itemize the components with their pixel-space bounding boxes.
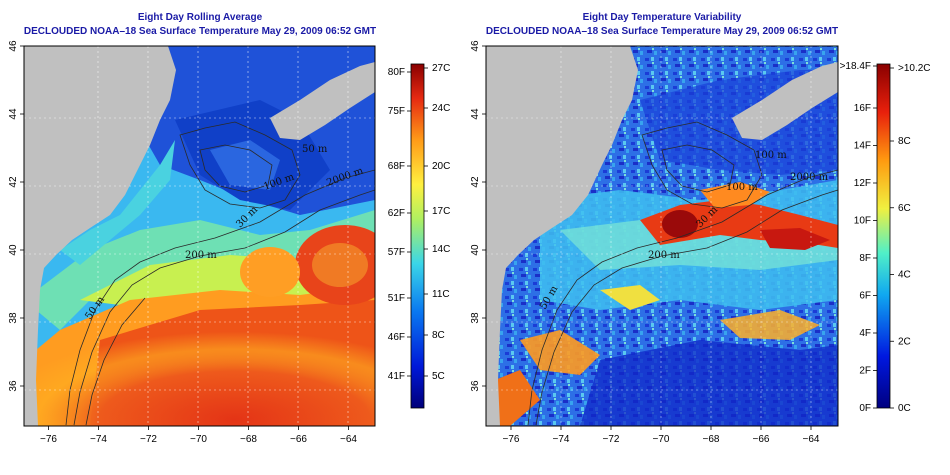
left-title-line2: DECLOUDED NOAA–18 Sea Surface Temperatur…	[24, 26, 376, 37]
right-title-line2: DECLOUDED NOAA–18 Sea Surface Temperatur…	[486, 26, 838, 37]
cb-label-f: 75F	[388, 106, 405, 117]
land-mass	[24, 46, 176, 426]
sst-variability-map	[486, 46, 838, 426]
lon-tick-label: −74	[553, 434, 570, 445]
cb-label-c: 20C	[432, 161, 450, 172]
cb-label-c: 11C	[432, 289, 450, 300]
lon-tick-label: −64	[340, 434, 357, 445]
contour-label: 200 m	[648, 250, 680, 261]
sst-average-map	[24, 46, 375, 426]
cb-label-f: 62F	[388, 208, 405, 219]
cb-label-f: 68F	[388, 161, 405, 172]
cb-label-c: 14C	[432, 244, 450, 255]
cb-label-c: 27C	[432, 63, 450, 74]
land-mass	[486, 46, 638, 426]
contour-label: 2000 m	[790, 172, 829, 183]
cb-label-f: 12F	[854, 178, 871, 189]
lat-tick-label: 46	[470, 40, 481, 52]
cb-label-f: 10F	[854, 216, 871, 227]
cb-label-f: 57F	[388, 247, 405, 258]
cb-label-f: >18.4F	[840, 61, 871, 72]
left-title-line1: Eight Day Rolling Average	[138, 12, 263, 23]
contour-label: 100 m	[755, 150, 787, 161]
lon-tick-label: −76	[503, 434, 520, 445]
cb-label-f: 0F	[859, 403, 871, 414]
contour-label: 100 m	[726, 182, 758, 193]
lon-tick-label: −64	[803, 434, 820, 445]
left-map-frame	[23, 45, 376, 427]
cb-label-f: 8F	[859, 253, 871, 264]
lat-tick-label: 40	[470, 244, 481, 256]
lat-tick-label: 38	[470, 312, 481, 324]
lat-tick-label: 42	[470, 176, 481, 188]
lat-tick-label: 40	[8, 244, 19, 256]
lat-tick-label: 36	[8, 380, 19, 392]
lon-tick-label: −70	[190, 434, 207, 445]
lat-tick-label: 46	[8, 40, 19, 52]
left-colorbar-labels: 80F 75F 68F 62F 57F 51F 46F 41F 27C 24C 20C 17C 14C 1…	[388, 63, 451, 382]
cb-label-f: 80F	[388, 67, 405, 78]
lon-tick-label: −74	[90, 434, 107, 445]
lon-tick-label: −76	[40, 434, 57, 445]
cb-label-c: 6C	[898, 203, 911, 214]
cb-label-f: 46F	[388, 332, 405, 343]
cb-label-f: 16F	[854, 103, 871, 114]
right-colorbar-labels: >18.4F 16F 14F 12F 10F 8F 6F 4F 2F 0F >10.2C 8C 6C 4C…	[840, 61, 931, 414]
lon-tick-label: −70	[653, 434, 670, 445]
lat-tick-label: 44	[8, 108, 19, 120]
cb-label-f: 41F	[388, 371, 405, 382]
cb-label-c: 0C	[898, 403, 911, 414]
cb-label-c: 4C	[898, 270, 911, 281]
lat-tick-label: 42	[8, 176, 19, 188]
lon-tick-label: −66	[753, 434, 770, 445]
cb-label-c: >10.2C	[898, 63, 931, 74]
lat-tick-label: 38	[8, 312, 19, 324]
temperature-colorbar	[410, 63, 425, 409]
cb-label-c: 17C	[432, 206, 450, 217]
lon-tick-label: −68	[703, 434, 720, 445]
cb-label-c: 24C	[432, 103, 450, 114]
contour-label: 200 m	[185, 250, 217, 261]
cb-label-c: 5C	[432, 371, 445, 382]
lat-tick-label: 36	[470, 380, 481, 392]
cb-label-f: 51F	[388, 293, 405, 304]
lon-tick-label: −68	[240, 434, 257, 445]
cb-label-f: 6F	[859, 291, 871, 302]
cb-label-c: 8C	[432, 330, 445, 341]
variability-colorbar	[876, 63, 891, 409]
cb-label-f: 4F	[859, 328, 871, 339]
right-map-frame	[485, 45, 839, 427]
right-title-line1: Eight Day Temperature Variability	[583, 12, 742, 23]
lat-tick-label: 44	[470, 108, 481, 120]
lon-tick-label: −72	[603, 434, 620, 445]
cb-label-f: 14F	[854, 141, 871, 152]
lon-tick-label: −66	[290, 434, 307, 445]
contour-label: 50 m	[302, 144, 328, 155]
cb-label-c: 2C	[898, 336, 911, 347]
right-axes: −76 −74 −72 −70 −68 −66 −64 46 44 42 40 38 36	[470, 40, 820, 445]
cb-label-f: 2F	[859, 366, 871, 377]
cb-label-c: 8C	[898, 136, 911, 147]
lon-tick-label: −72	[140, 434, 157, 445]
left-axes: −76 −74 −72 −70 −68 −66 −64 46 44 42 40 38 36	[8, 40, 357, 445]
